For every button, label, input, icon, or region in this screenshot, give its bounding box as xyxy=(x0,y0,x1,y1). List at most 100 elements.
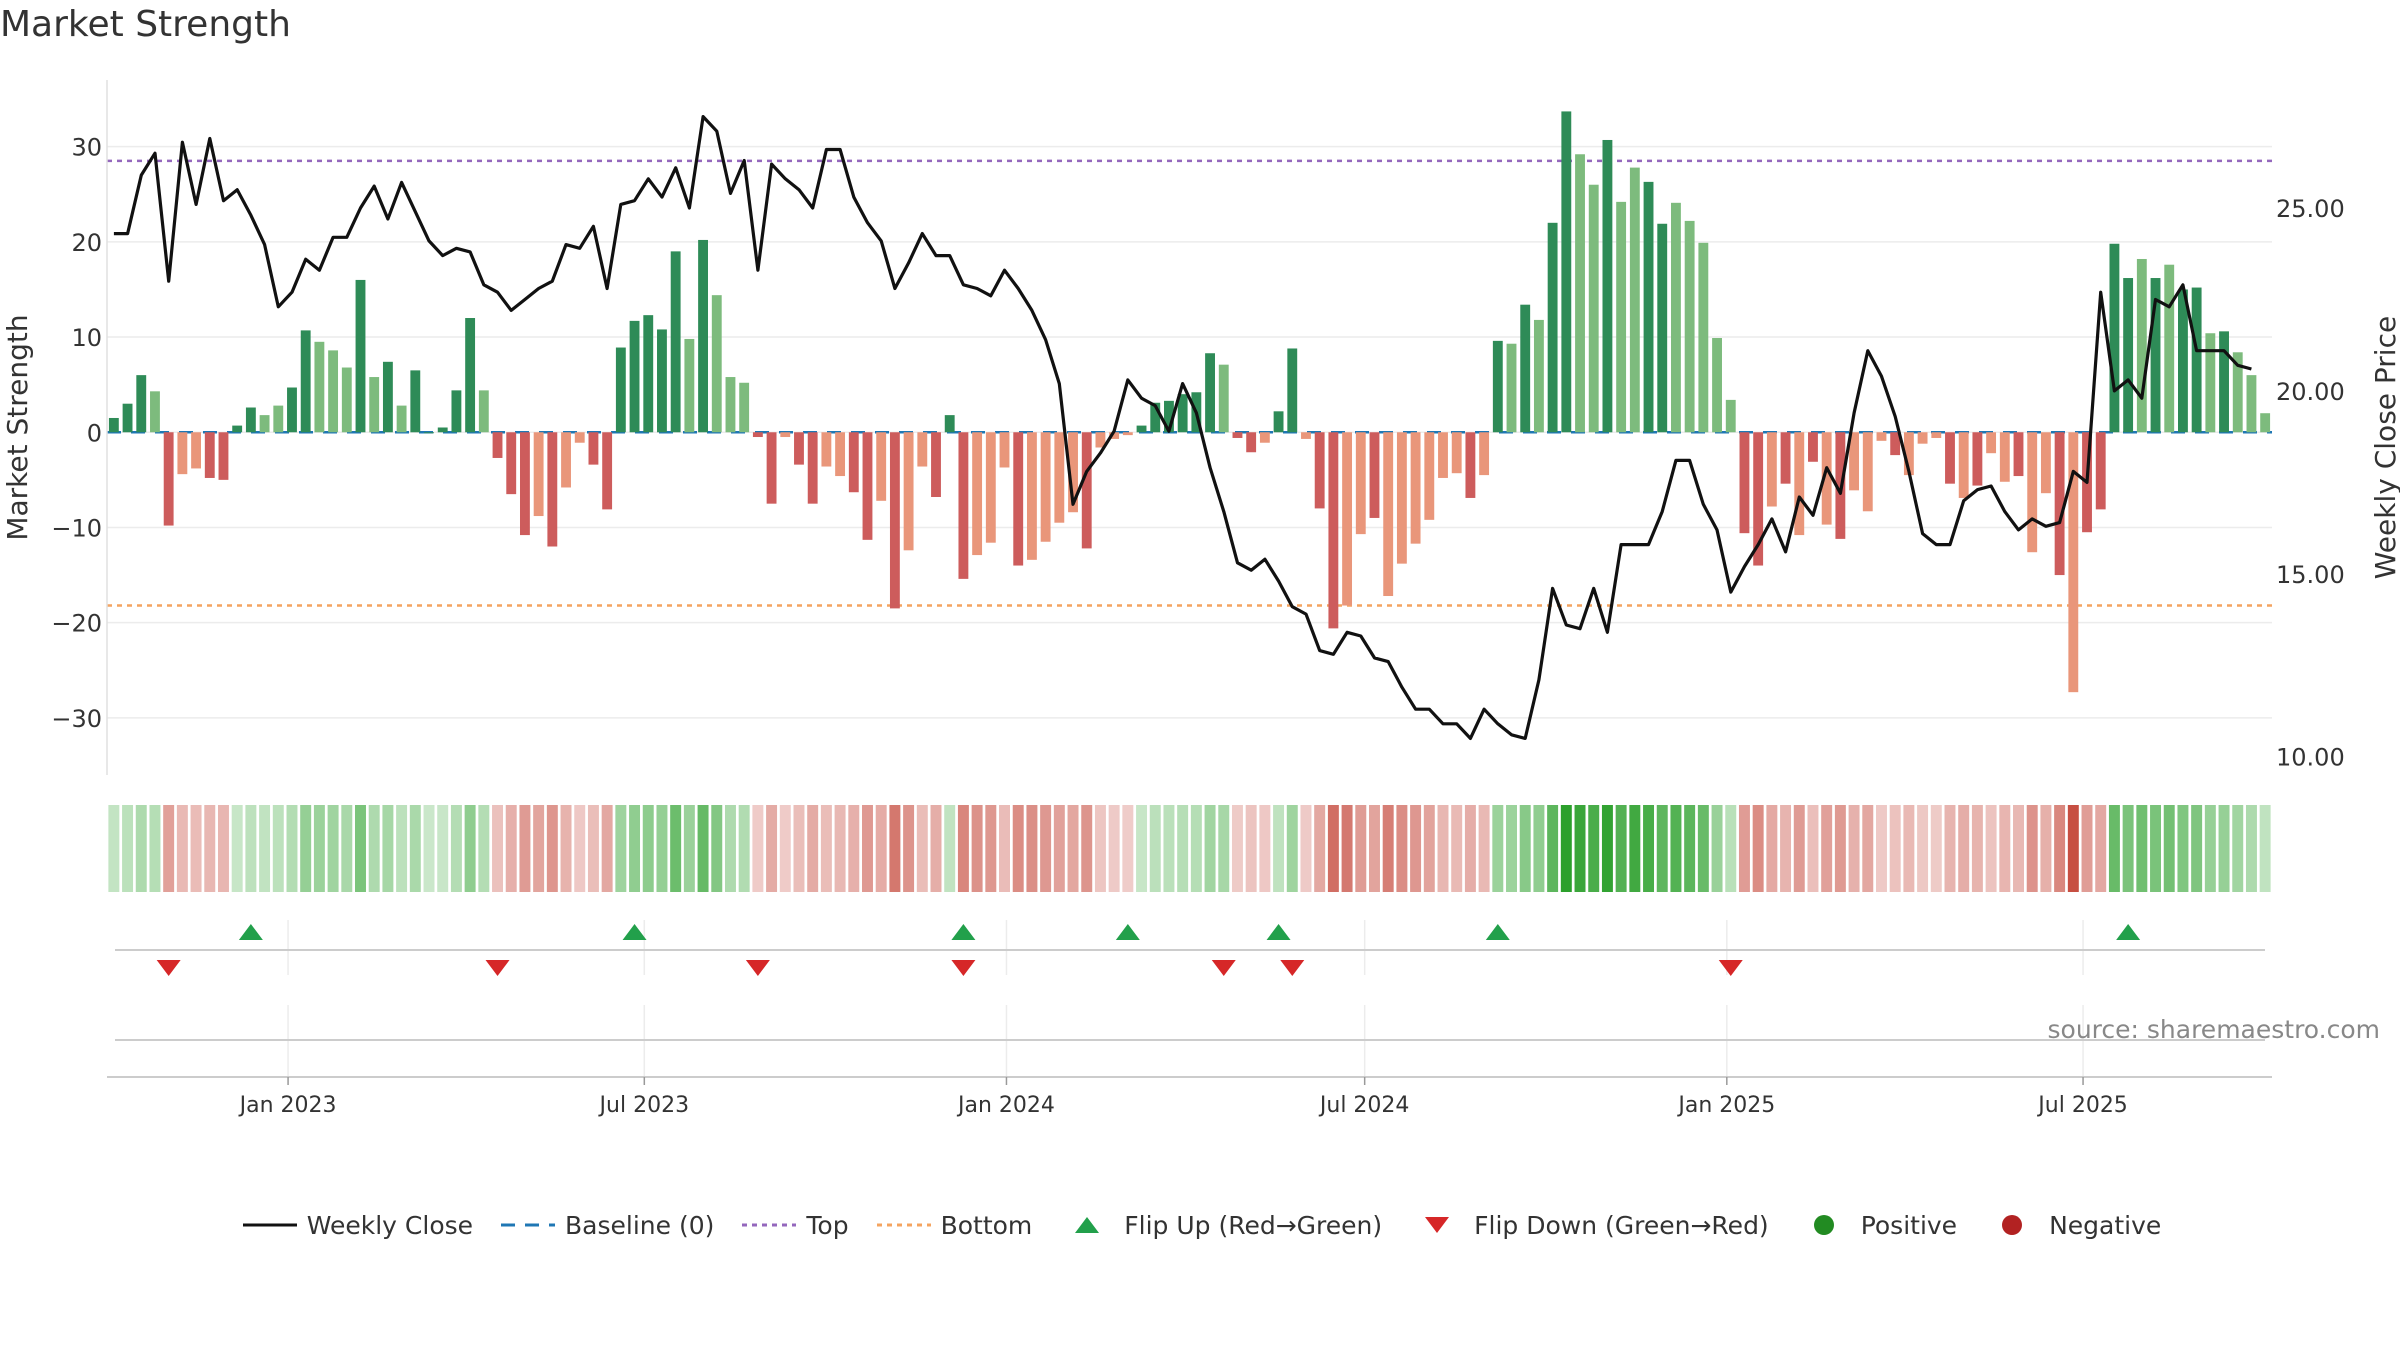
triangle-down-icon xyxy=(1406,1210,1468,1240)
strength-bar xyxy=(1109,432,1120,439)
heat-cell xyxy=(1711,805,1723,892)
heat-cell xyxy=(327,805,339,892)
heat-cell xyxy=(587,805,599,892)
heat-cell xyxy=(1889,805,1901,892)
y2-tick-label: 15.00 xyxy=(2276,561,2345,589)
strength-bar xyxy=(848,432,859,493)
heat-cell xyxy=(1382,805,1394,892)
strength-bar xyxy=(1424,432,1435,520)
heat-cell xyxy=(670,805,682,892)
heat-cell xyxy=(437,805,449,892)
solid-line-icon xyxy=(239,1210,301,1240)
heat-cell xyxy=(1519,805,1531,892)
heat-cell xyxy=(2204,805,2216,892)
strength-bar xyxy=(300,330,311,433)
x-tick-label: Jul 2024 xyxy=(1318,1093,1410,1118)
y-axis-label: Market Strength xyxy=(1,314,34,540)
strength-bar xyxy=(1150,402,1161,433)
strength-bar xyxy=(917,432,928,467)
grid-lines xyxy=(107,145,2272,1077)
heat-cell xyxy=(1177,805,1189,892)
heat-cell xyxy=(1848,805,1860,892)
triangle-up-icon xyxy=(1056,1210,1118,1240)
strength-bar xyxy=(245,407,256,433)
heat-cell xyxy=(245,805,257,892)
flip-down-marker xyxy=(1211,960,1236,976)
heat-cell xyxy=(2026,805,2038,892)
heat-cell xyxy=(711,805,723,892)
heat-cell xyxy=(122,805,134,892)
heat-cell xyxy=(2177,805,2189,892)
axes: 30 20 10 0 −10 −20 −30 25.00 20.00 15.00 10.00 Mark… xyxy=(1,80,2400,1118)
heat-cell xyxy=(1574,805,1586,892)
strength-bar xyxy=(506,432,517,495)
strength-bar xyxy=(1958,432,1969,498)
strength-bar xyxy=(2109,243,2120,433)
strength-bar xyxy=(2164,264,2175,433)
green-dot-icon xyxy=(1793,1210,1855,1240)
heat-cell xyxy=(1629,805,1641,892)
heat-cell xyxy=(1930,805,1942,892)
strength-bar xyxy=(602,432,613,510)
strength-bar xyxy=(1533,319,1544,433)
strength-bar xyxy=(150,391,160,433)
heat-cell xyxy=(862,805,873,892)
strength-bar xyxy=(218,432,229,480)
heat-cell xyxy=(300,805,312,892)
strength-bar xyxy=(1986,432,1997,454)
chart-title: Market Strength xyxy=(0,4,291,45)
legend-label: Flip Down (Green→Red) xyxy=(1474,1210,1769,1240)
strength-bar xyxy=(903,432,914,551)
heat-cell xyxy=(272,805,284,892)
strength-bar xyxy=(1342,432,1353,606)
strength-bar xyxy=(1753,432,1764,566)
strength-bar xyxy=(424,432,434,434)
strength-bar xyxy=(396,405,407,433)
heat-cell xyxy=(2150,805,2162,892)
heat-cell xyxy=(1314,805,1326,892)
legend-item: Flip Down (Green→Red) xyxy=(1406,1210,1769,1240)
heat-cell xyxy=(1094,805,1106,892)
heat-cell xyxy=(697,805,709,892)
strength-bar xyxy=(725,377,736,433)
heat-cell xyxy=(1327,805,1339,892)
heat-cell xyxy=(2163,805,2175,892)
level-lines xyxy=(107,159,2272,607)
heat-cell xyxy=(1506,805,1517,892)
heat-cell xyxy=(1410,805,1422,892)
heat-cell xyxy=(286,805,298,892)
strength-bar xyxy=(876,432,887,501)
strength-bar xyxy=(369,377,380,433)
heat-cell xyxy=(341,805,353,892)
heat-cell xyxy=(642,805,654,892)
strength-bar xyxy=(108,417,119,433)
heat-cell xyxy=(1560,805,1572,892)
flip-markers xyxy=(115,924,2265,1041)
strength-bar xyxy=(259,415,270,433)
heat-cell xyxy=(163,805,175,892)
heat-cell xyxy=(1615,805,1627,892)
flip-up-marker xyxy=(1266,924,1291,940)
heat-cell xyxy=(492,805,504,892)
legend-label: Negative xyxy=(2049,1210,2162,1240)
heat-cell xyxy=(2245,805,2257,892)
flip-down-marker xyxy=(485,960,510,976)
heat-cell xyxy=(2191,805,2203,892)
heat-cell xyxy=(1190,805,1202,892)
heat-cell xyxy=(1999,805,2011,892)
heat-cell xyxy=(752,805,764,892)
strength-bar xyxy=(451,390,462,433)
strength-bar xyxy=(1232,432,1243,438)
strength-bar xyxy=(232,425,243,433)
x-tick-label: Jan 2023 xyxy=(238,1093,337,1118)
strength-bar xyxy=(1588,184,1599,433)
heat-cell xyxy=(1026,805,1038,892)
strength-bar xyxy=(1616,201,1627,433)
strength-bar xyxy=(1369,432,1380,518)
heat-cell xyxy=(834,805,846,892)
strength-bar xyxy=(944,415,955,433)
flip-up-marker xyxy=(622,924,647,940)
heat-cell xyxy=(848,805,860,892)
x-tick-label: Jul 2025 xyxy=(2036,1093,2128,1118)
strength-bar xyxy=(465,318,476,433)
